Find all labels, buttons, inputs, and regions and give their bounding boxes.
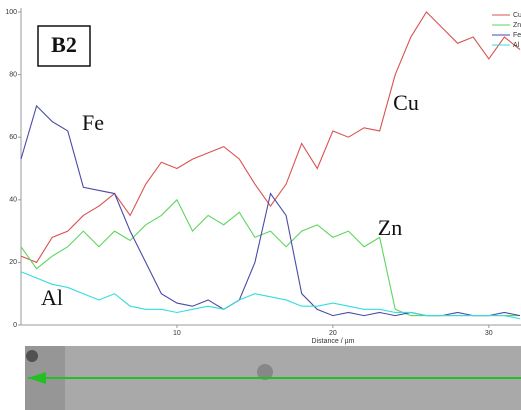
legend-label: Cu: [513, 12, 521, 19]
annotation: Zn: [378, 215, 402, 240]
x-tick-label: 10: [173, 330, 181, 337]
chart: Distance / µm 0 20 40 60 80 100 10 20 30 Cu Zn Fe Al…: [0, 0, 521, 410]
legend-label: Fe: [513, 32, 521, 39]
x-axis-label: Distance / µm: [312, 338, 355, 345]
x-tick-label: 30: [485, 330, 493, 337]
x-tick-label: 20: [329, 330, 337, 337]
y-tick-label: 60: [9, 134, 17, 141]
sem-image: [25, 346, 521, 410]
annotation: Fe: [82, 110, 104, 135]
annotation: B2: [51, 32, 77, 57]
legend-label: Zn: [513, 22, 521, 29]
y-tick-label: 80: [9, 71, 17, 78]
y-tick-label: 40: [9, 197, 17, 204]
annotation: Cu: [393, 90, 419, 115]
y-tick-label: 20: [9, 259, 17, 266]
y-tick-label: 100: [5, 9, 17, 16]
legend-label: Al: [513, 42, 520, 49]
y-tick-label: 0: [13, 322, 17, 329]
annotation: Al: [41, 285, 63, 310]
